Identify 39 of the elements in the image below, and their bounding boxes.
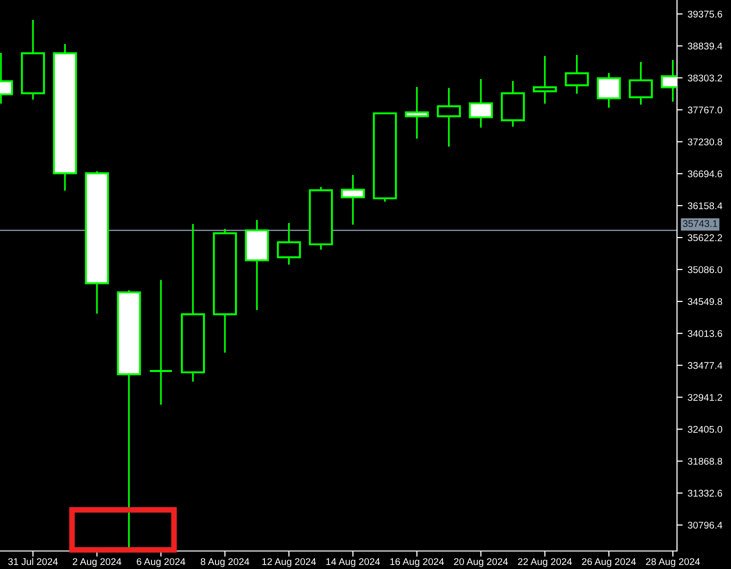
x-tick-label: 26 Aug 2024 [582, 558, 636, 568]
y-tick-label: 32405.0 [688, 426, 722, 433]
y-tick-label: 36158.4 [688, 202, 722, 210]
candlestick [340, 174, 365, 226]
y-tick-label: 31868.8 [688, 458, 722, 465]
y-tick-label: 36694.6 [688, 170, 722, 178]
y-tick-label: 31332.6 [688, 490, 722, 497]
x-tick-label: 14 Aug 2024 [326, 558, 380, 568]
y-tick-label: 32941.2 [688, 394, 722, 401]
candlestick [532, 55, 557, 104]
y-tick-label: 35086.0 [688, 266, 722, 274]
candlestick [596, 72, 621, 109]
candlestick [404, 86, 429, 140]
y-tick-label: 38839.4 [688, 42, 722, 50]
y-tick-label: 35622.2 [688, 234, 722, 242]
y-tick-label: 38303.2 [688, 74, 722, 82]
y-tick-label: 34013.6 [688, 330, 722, 337]
x-tick-label: 22 Aug 2024 [518, 558, 572, 568]
candlestick [628, 61, 653, 106]
y-tick-label: 33477.4 [688, 362, 722, 369]
y-tick-label: 37767.0 [688, 106, 722, 114]
y-tick-label: 37230.8 [688, 138, 722, 146]
y-tick-label: 30796.4 [688, 522, 722, 529]
candlestick [148, 279, 173, 406]
x-tick-label: 28 Aug 2024 [646, 558, 700, 568]
x-tick-label: 6 Aug 2024 [136, 558, 186, 568]
x-tick-label: 12 Aug 2024 [262, 558, 316, 568]
candlestick [276, 222, 301, 266]
x-tick-label: 20 Aug 2024 [454, 558, 508, 568]
x-tick-label: 8 Aug 2024 [200, 558, 250, 568]
y-tick-label: 39375.6 [688, 10, 722, 18]
candlestick [564, 54, 589, 95]
candlestick [468, 78, 493, 128]
x-tick-label: 31 Jul 2024 [8, 558, 58, 566]
candlestick [436, 87, 461, 148]
y-tick-label: 34549.8 [688, 298, 722, 306]
x-tick-label: 16 Aug 2024 [390, 558, 444, 568]
x-tick-label: 2 Aug 2024 [72, 558, 122, 568]
ref-line-label: 35743.1 [682, 220, 718, 228]
